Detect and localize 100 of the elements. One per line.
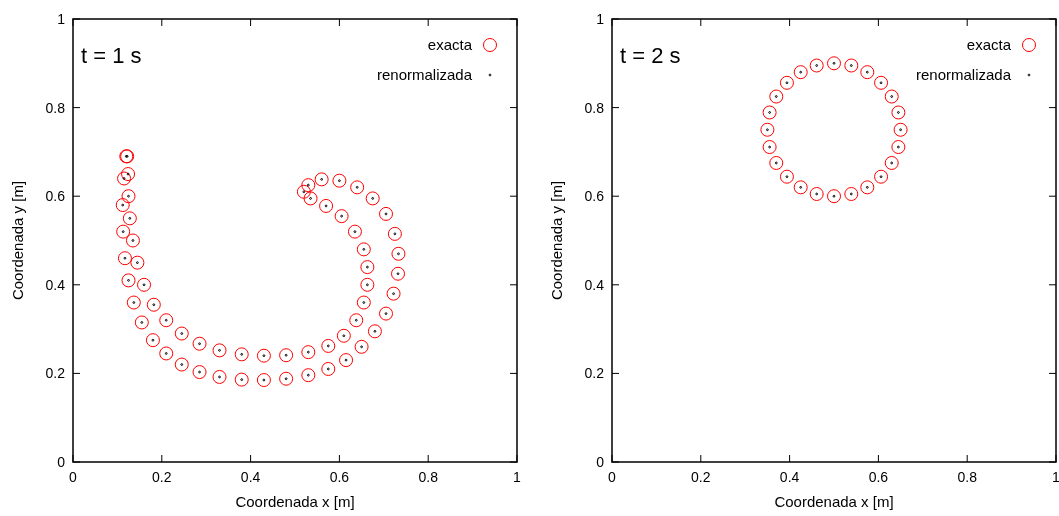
point (779, 169, 794, 184)
point (769, 89, 784, 104)
point (159, 346, 174, 361)
point (356, 242, 371, 257)
legend-label: exacta (427, 36, 473, 53)
point (762, 140, 777, 155)
point (321, 361, 336, 376)
x-tick-label: 0.8 (957, 469, 978, 485)
x-tick-label: 0 (608, 469, 617, 485)
point (234, 347, 249, 362)
point (844, 58, 859, 73)
point (125, 233, 140, 248)
x-tick-label: 1 (1052, 469, 1059, 485)
y-tick-label: 0 (57, 454, 66, 470)
point (303, 191, 318, 206)
point (130, 255, 145, 270)
point (121, 273, 136, 288)
y-tick-label: 0.8 (45, 99, 66, 116)
point (301, 345, 316, 360)
legend-label: renormalizada (915, 66, 1012, 83)
y-tick-label: 1 (596, 11, 605, 27)
point (256, 373, 271, 388)
point (769, 155, 784, 170)
point (884, 89, 899, 104)
y-tick-label: 0.8 (584, 99, 605, 116)
y-tick-label: 0.6 (584, 188, 605, 205)
point (891, 105, 906, 120)
point (844, 186, 859, 201)
point (126, 295, 141, 310)
point (760, 122, 775, 137)
point (860, 65, 875, 80)
x-axis-title: Coordenada x [m] (235, 493, 355, 510)
point (256, 348, 271, 363)
point (827, 189, 841, 204)
y-axis-title: Coordenada y [m] (548, 180, 565, 301)
point (137, 277, 152, 292)
point (336, 328, 351, 343)
point (379, 306, 394, 321)
point (334, 209, 349, 224)
point (146, 297, 161, 312)
legend-label: exacta (966, 36, 1012, 53)
point (827, 56, 841, 71)
point (793, 180, 808, 195)
point (145, 333, 160, 348)
point (874, 169, 889, 184)
point (884, 155, 899, 170)
point (117, 171, 132, 186)
point (332, 173, 347, 188)
point (301, 368, 316, 383)
point (386, 286, 401, 301)
x-tick-label: 1 (513, 469, 522, 485)
point (121, 189, 136, 204)
y-tick-label: 0.2 (584, 365, 605, 382)
point (134, 315, 149, 330)
point (347, 224, 362, 239)
x-tick-label: 0.8 (418, 469, 439, 485)
y-axis-title: Coordenada y [m] (9, 180, 26, 301)
point (387, 226, 402, 241)
x-tick-label: 0.6 (329, 469, 350, 485)
point (121, 167, 136, 182)
y-tick-label: 0.2 (45, 365, 66, 382)
point (874, 75, 889, 90)
point (762, 105, 777, 120)
x-tick-label: 0.2 (691, 469, 711, 485)
y-tick-label: 0.6 (45, 188, 66, 205)
point (159, 313, 174, 328)
y-tick-label: 0 (596, 454, 605, 470)
y-tick-label: 1 (57, 11, 66, 27)
point (174, 357, 189, 372)
point (891, 140, 906, 155)
point (296, 184, 311, 199)
point (349, 313, 364, 328)
point (117, 251, 132, 266)
x-tick-label: 0 (69, 469, 78, 485)
annotation: t = 2 s (620, 43, 681, 68)
point (893, 122, 908, 137)
point (174, 326, 189, 341)
point (212, 369, 227, 384)
point (115, 198, 130, 213)
point (321, 338, 336, 353)
point (339, 353, 354, 368)
point (192, 336, 207, 351)
x-tick-label: 0.4 (779, 469, 800, 485)
x-tick-label: 0.4 (240, 469, 261, 485)
point (234, 372, 249, 387)
point (391, 246, 406, 261)
point (379, 206, 394, 221)
point (354, 339, 369, 354)
point (360, 260, 375, 275)
point (360, 277, 375, 292)
point (314, 172, 329, 187)
point (192, 365, 207, 380)
point (116, 224, 131, 239)
point (391, 266, 406, 281)
point (319, 198, 334, 213)
legend-label: renormalizada (376, 66, 473, 83)
x-tick-label: 0.2 (152, 469, 172, 485)
point (356, 295, 371, 310)
point (279, 348, 294, 363)
point (212, 343, 227, 358)
